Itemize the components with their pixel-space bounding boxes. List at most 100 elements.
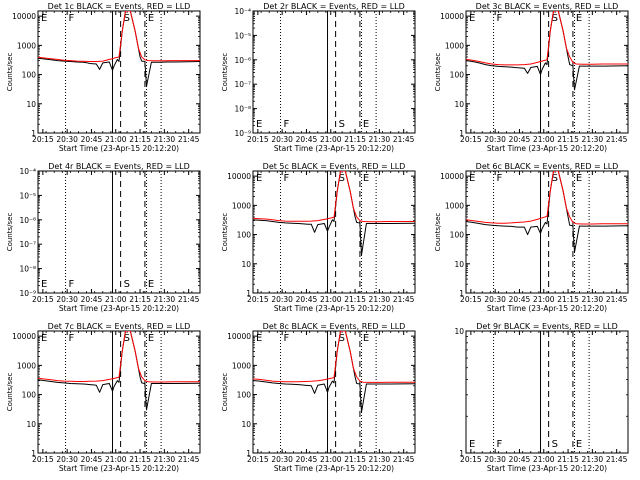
y-axis-label: Counts/sec (434, 53, 442, 92)
x-tick-label: 21:15 (344, 135, 366, 144)
panel-title: Det 7c BLACK = Events, RED = LLD (48, 322, 191, 331)
y-tick-label: 10⁻⁸ (19, 265, 36, 274)
x-tick-label: 21:15 (557, 455, 579, 464)
x-tick-label: 20:45 (81, 455, 103, 464)
y-tick-label: 10000 (440, 172, 464, 181)
x-tick-label: 20:45 (81, 295, 103, 304)
x-tick-label: 21:15 (344, 455, 366, 464)
plot-frame (252, 330, 416, 454)
x-tick-label: 21:00 (105, 295, 127, 304)
series-group (38, 11, 200, 87)
plot-frame (37, 170, 201, 294)
series-line-lld (253, 331, 415, 383)
x-tick-label: 20:30 (484, 135, 506, 144)
y-tick-label: 10⁻⁸ (234, 105, 251, 114)
series-group (466, 171, 628, 253)
x-tick-label: 21:00 (105, 455, 127, 464)
y-axis-label: Counts/sec (221, 213, 229, 252)
x-axis-label: Start Time (23-Apr-15 20:12:20) (487, 144, 607, 153)
x-axis-label: Start Time (23-Apr-15 20:12:20) (487, 304, 607, 313)
y-tick-label: 100 (450, 71, 465, 80)
y-tick-label: 100 (237, 231, 252, 240)
y-tick-label: 10⁻⁷ (19, 240, 36, 249)
panel-title: Det 9r BLACK = Events, RED = LLD (476, 322, 618, 331)
x-tick-label: 21:15 (129, 295, 151, 304)
y-tick-label: 1000 (17, 361, 36, 370)
x-tick-label: 20:15 (247, 295, 269, 304)
series-line-lld (38, 331, 200, 383)
y-tick-label: 10 (454, 327, 464, 336)
detector-panel-6: 1 10 100 1000 10000 20:15 20:30 20:45 21:00 21:15… (434, 162, 629, 313)
panel-title: Det 8c BLACK = Events, RED = LLD (263, 322, 406, 331)
y-tick-label: 100 (450, 231, 465, 240)
marker-label: E (41, 333, 47, 344)
marker-label: E (148, 13, 154, 24)
x-tick-label: 20:15 (32, 295, 54, 304)
y-tick-label: 1000 (232, 201, 251, 210)
y-tick-label: 10⁻⁴ (234, 7, 251, 16)
x-tick-label: 21:45 (606, 135, 628, 144)
panel-title: Det 4r BLACK = Events, RED = LLD (48, 162, 190, 171)
y-tick-label: 1 (246, 449, 251, 458)
x-tick-label: 21:30 (582, 455, 604, 464)
marker-label: S (339, 119, 345, 130)
x-tick-label: 21:45 (393, 295, 415, 304)
x-tick-label: 21:15 (557, 295, 579, 304)
x-tick-label: 20:30 (484, 455, 506, 464)
x-tick-label: 21:45 (178, 135, 200, 144)
y-tick-label: 1000 (232, 361, 251, 370)
marker-label: S (124, 333, 130, 344)
y-tick-label: 10⁻⁶ (19, 216, 36, 225)
marker-label: E (256, 333, 262, 344)
plot-frame (465, 10, 629, 134)
x-tick-label: 20:30 (56, 295, 78, 304)
panel-title: Det 6c BLACK = Events, RED = LLD (476, 162, 619, 171)
plot-frame (37, 330, 201, 454)
y-tick-label: 1 (459, 449, 464, 458)
plot-frame (465, 330, 629, 454)
x-tick-label: 21:00 (320, 295, 342, 304)
detector-panel-7: 1 10 100 1000 10000 20:15 20:30 20:45 21:00 21:15… (6, 322, 201, 473)
marker-label: E (363, 173, 369, 184)
series-line-lld (466, 11, 628, 66)
x-tick-label: 21:30 (582, 135, 604, 144)
series-line-lld (253, 171, 415, 223)
series-line-events (466, 11, 628, 91)
x-tick-label: 20:45 (81, 135, 103, 144)
y-tick-label: 1 (31, 449, 36, 458)
x-tick-label: 20:45 (296, 295, 318, 304)
x-tick-label: 21:45 (393, 455, 415, 464)
x-axis-label: Start Time (23-Apr-15 20:12:20) (274, 144, 394, 153)
x-tick-label: 21:15 (557, 135, 579, 144)
marker-label: F (497, 13, 503, 24)
marker-label: F (69, 279, 75, 290)
detector-panel-1: 1 10 100 1000 10000 20:15 20:30 20:45 21:00 21:15… (6, 2, 201, 153)
x-tick-label: 21:00 (533, 295, 555, 304)
marker-label: E (256, 119, 262, 130)
y-tick-label: 10 (241, 420, 251, 429)
x-tick-label: 21:45 (393, 135, 415, 144)
y-tick-label: 1000 (17, 41, 36, 50)
detector-panel-3: 1 10 100 1000 10000 20:15 20:30 20:45 21:00 21:15… (434, 2, 629, 153)
x-tick-label: 21:15 (129, 135, 151, 144)
y-axis-label: Counts/sec (6, 373, 14, 412)
marker-label: S (339, 173, 345, 184)
series-line-events (253, 331, 415, 413)
x-tick-label: 21:00 (533, 135, 555, 144)
marker-label: S (339, 333, 345, 344)
y-tick-label: 10 (26, 420, 36, 429)
y-axis-label: Counts/sec (221, 373, 229, 412)
y-tick-label: 10000 (440, 12, 464, 21)
x-tick-label: 20:15 (460, 455, 482, 464)
x-tick-label: 21:30 (154, 295, 176, 304)
marker-label: E (41, 279, 47, 290)
x-tick-label: 20:45 (509, 295, 531, 304)
x-axis-label: Start Time (23-Apr-15 20:12:20) (59, 144, 179, 153)
y-tick-label: 10 (454, 260, 464, 269)
marker-label: S (552, 13, 558, 24)
x-tick-label: 21:45 (606, 295, 628, 304)
marker-label: E (469, 13, 475, 24)
y-tick-label: 10⁻⁹ (234, 129, 251, 138)
y-tick-label: 10 (454, 100, 464, 109)
y-tick-label: 100 (22, 391, 37, 400)
